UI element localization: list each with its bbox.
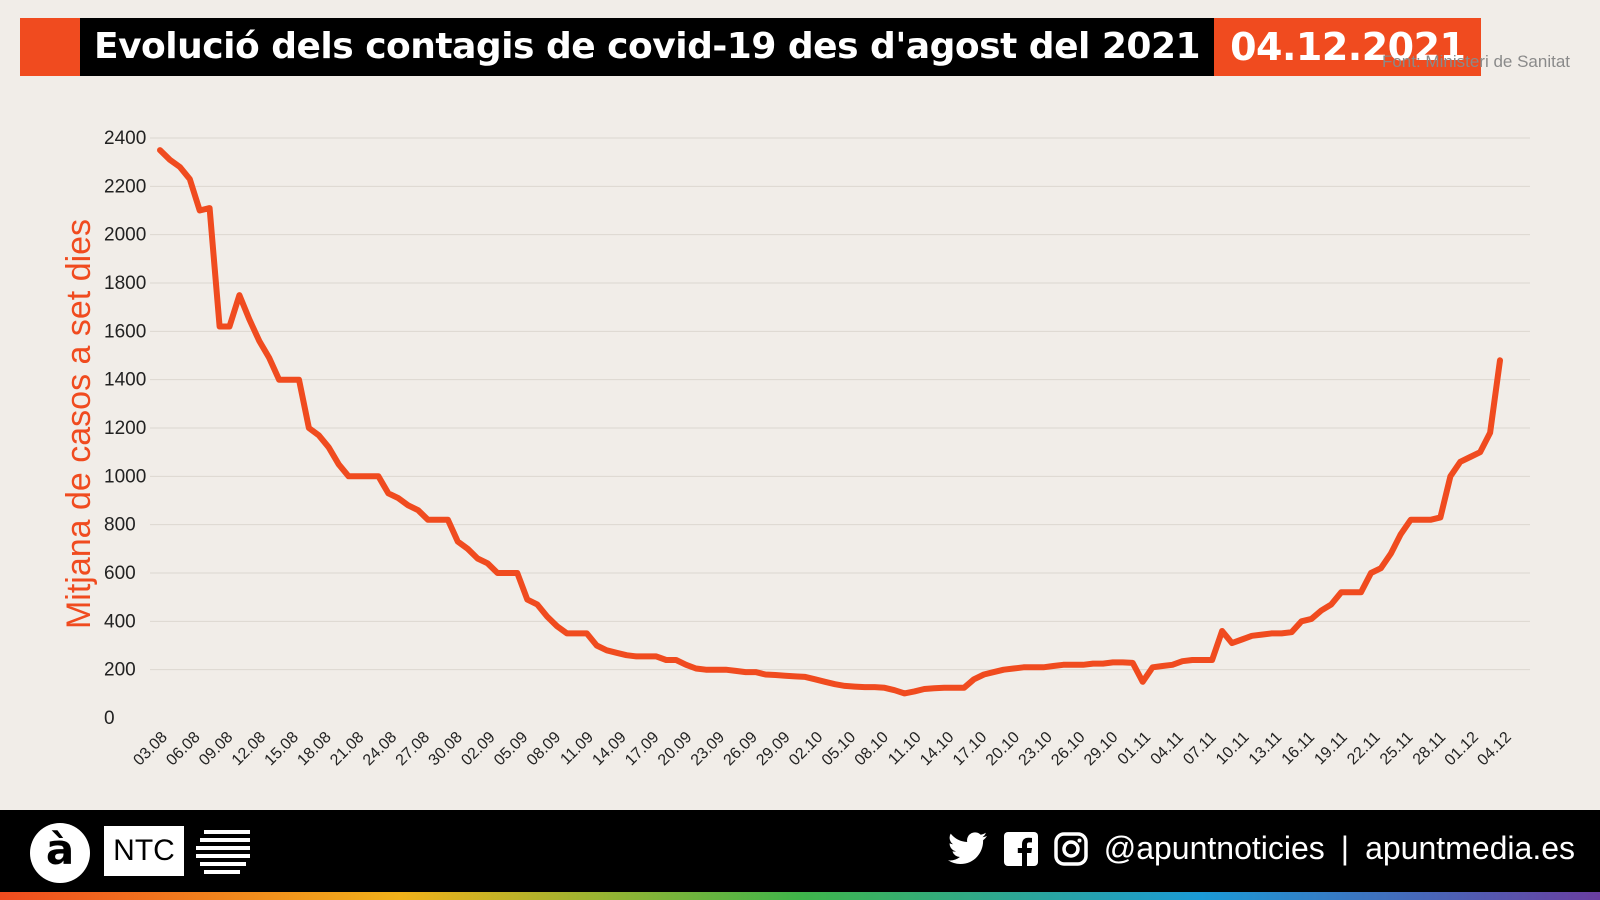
x-tick-label: 15.08	[262, 729, 302, 769]
x-tick-label: 03.08	[130, 729, 170, 769]
title-date: 04.12.2021	[1214, 18, 1482, 76]
x-tick-label: 25.11	[1377, 729, 1417, 769]
x-tick-label: 10.11	[1213, 729, 1253, 769]
x-tick-label: 26.09	[721, 729, 761, 769]
x-tick-label: 19.11	[1311, 729, 1351, 769]
x-tick-label: 24.08	[360, 729, 400, 769]
x-tick-label: 08.10	[852, 729, 892, 769]
y-tick-label: 1200	[104, 418, 146, 439]
x-tick-label: 12.08	[229, 729, 269, 769]
x-tick-label: 04.12	[1474, 729, 1514, 769]
y-tick-label: 800	[104, 515, 136, 536]
x-tick-label: 14.10	[917, 729, 957, 769]
x-tick-label: 05.10	[819, 729, 859, 769]
x-tick-label: 07.11	[1180, 729, 1220, 769]
title-bar: Evolució dels contagis de covid-19 des d…	[20, 18, 1482, 76]
x-axis-ticks: 03.0806.0809.0812.0815.0818.0821.0824.08…	[130, 729, 1514, 769]
twitter-icon[interactable]	[947, 831, 988, 866]
x-tick-label: 01.11	[1115, 729, 1155, 769]
y-tick-label: 1400	[104, 370, 146, 391]
social-handle[interactable]: @apuntnoticies	[1103, 830, 1325, 866]
x-tick-label: 14.09	[589, 729, 629, 769]
x-tick-label: 18.08	[294, 729, 334, 769]
grid-layer	[150, 137, 1530, 671]
x-tick-label: 17.10	[950, 729, 990, 769]
website-link[interactable]: apuntmedia.es	[1365, 830, 1575, 866]
y-tick-label: 600	[104, 563, 136, 584]
facebook-icon[interactable]	[1003, 831, 1038, 866]
x-tick-label: 23.10	[1016, 729, 1056, 769]
y-axis-ticks: 0 200 400 600 800 1000 1200 1400 1600 1800 2000 220…	[104, 128, 146, 729]
x-tick-label: 20.10	[983, 729, 1023, 769]
x-tick-label: 09.08	[196, 729, 236, 769]
x-tick-label: 13.11	[1246, 729, 1286, 769]
footer-separator: |	[1340, 830, 1350, 866]
y-tick-label: 400	[104, 611, 136, 632]
ntc-logo[interactable]: NTC	[104, 826, 184, 876]
footer-bar: à NTC @apuntnoticies |	[0, 810, 1600, 892]
x-tick-label: 17.09	[622, 729, 662, 769]
y-tick-label: 0	[104, 708, 115, 729]
x-tick-label: 21.08	[327, 729, 367, 769]
social-links: @apuntnoticies | apuntmedia.es	[947, 830, 1575, 867]
x-tick-label: 16.11	[1279, 729, 1319, 769]
x-tick-label: 26.10	[1048, 729, 1088, 769]
apunt-logo[interactable]: à	[30, 823, 90, 883]
x-tick-label: 30.08	[426, 729, 466, 769]
x-tick-label: 11.10	[885, 729, 925, 769]
x-tick-label: 08.09	[524, 729, 564, 769]
y-tick-label: 2000	[104, 225, 146, 246]
y-tick-label: 1800	[104, 273, 146, 294]
y-tick-label: 200	[104, 660, 136, 681]
rainbow-stripe	[0, 892, 1600, 900]
x-tick-label: 28.11	[1410, 729, 1450, 769]
y-tick-label: 1000	[104, 466, 146, 487]
x-tick-label: 05.09	[491, 729, 531, 769]
x-tick-label: 27.08	[393, 729, 433, 769]
x-tick-label: 06.08	[163, 729, 203, 769]
x-tick-label: 23.09	[688, 729, 728, 769]
title-accent	[20, 18, 80, 76]
y-tick-label: 1600	[104, 321, 146, 342]
x-tick-label: 22.11	[1344, 729, 1384, 769]
x-tick-label: 02.10	[786, 729, 826, 769]
instagram-icon[interactable]	[1053, 831, 1088, 866]
x-tick-label: 20.09	[655, 729, 695, 769]
line-chart: 0 200 400 600 800 1000 1200 1400 1600 1800 2000 220…	[60, 128, 1530, 769]
y-axis-label: Mitjana de casos a set dies	[60, 219, 98, 629]
y-tick-label: 2400	[104, 128, 146, 149]
x-tick-label: 04.11	[1148, 729, 1188, 769]
y-tick-label: 2200	[104, 176, 146, 197]
source-note: Font: Ministeri de Sanitat	[1381, 52, 1570, 71]
x-tick-label: 11.09	[557, 729, 597, 769]
ntc-lines-icon	[196, 830, 250, 874]
page-title: Evolució dels contagis de covid-19 des d…	[80, 18, 1215, 76]
x-tick-label: 29.09	[753, 729, 793, 769]
x-tick-label: 01.12	[1442, 729, 1482, 769]
x-tick-label: 02.09	[458, 729, 498, 769]
series-line	[157, 147, 1503, 697]
x-tick-label: 29.10	[1081, 729, 1121, 769]
